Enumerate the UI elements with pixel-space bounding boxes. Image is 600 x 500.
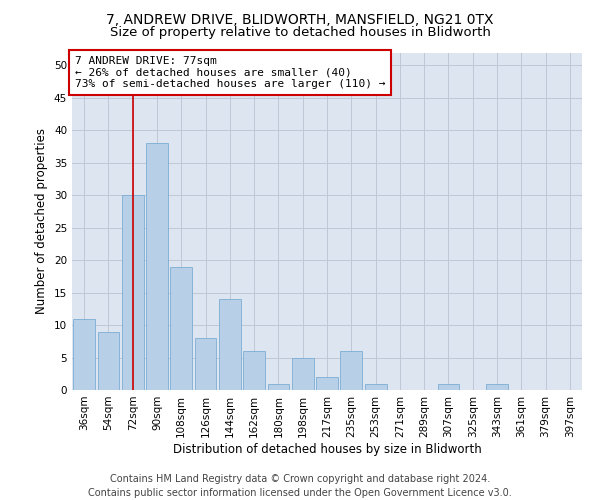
- Y-axis label: Number of detached properties: Number of detached properties: [35, 128, 49, 314]
- Text: 7 ANDREW DRIVE: 77sqm
← 26% of detached houses are smaller (40)
73% of semi-deta: 7 ANDREW DRIVE: 77sqm ← 26% of detached …: [74, 56, 385, 89]
- X-axis label: Distribution of detached houses by size in Blidworth: Distribution of detached houses by size …: [173, 442, 481, 456]
- Bar: [437, 384, 460, 390]
- Bar: [170, 266, 192, 390]
- Bar: [243, 351, 265, 390]
- Text: Size of property relative to detached houses in Blidworth: Size of property relative to detached ho…: [110, 26, 490, 39]
- Bar: [146, 144, 168, 390]
- Bar: [122, 196, 143, 390]
- Text: 7, ANDREW DRIVE, BLIDWORTH, MANSFIELD, NG21 0TX: 7, ANDREW DRIVE, BLIDWORTH, MANSFIELD, N…: [106, 12, 494, 26]
- Bar: [292, 358, 314, 390]
- Bar: [73, 318, 95, 390]
- Bar: [194, 338, 217, 390]
- Bar: [365, 384, 386, 390]
- Text: Contains HM Land Registry data © Crown copyright and database right 2024.
Contai: Contains HM Land Registry data © Crown c…: [88, 474, 512, 498]
- Bar: [219, 299, 241, 390]
- Bar: [486, 384, 508, 390]
- Bar: [340, 351, 362, 390]
- Bar: [97, 332, 119, 390]
- Bar: [316, 377, 338, 390]
- Bar: [268, 384, 289, 390]
